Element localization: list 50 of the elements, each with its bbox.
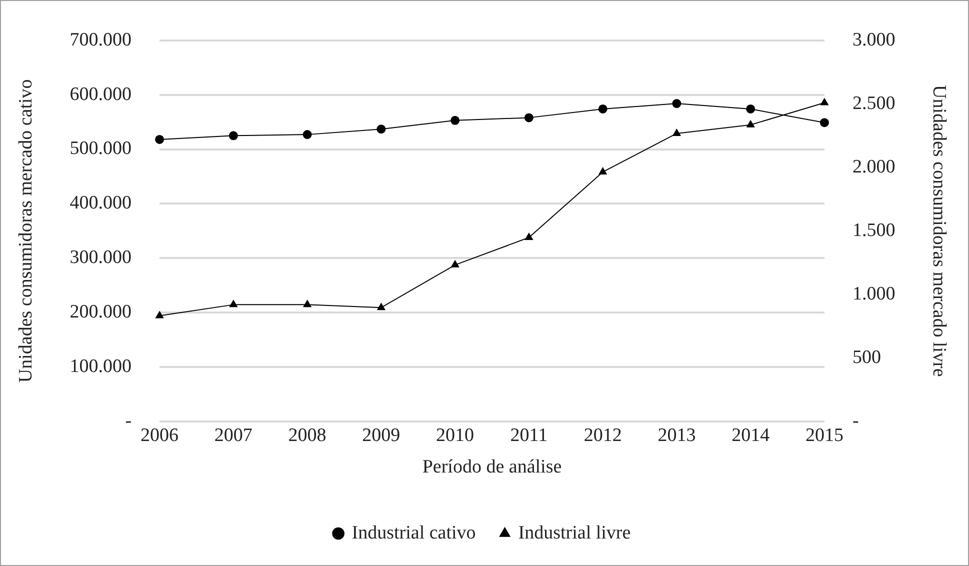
legend-label: Industrial cativo (352, 522, 476, 544)
point (820, 98, 828, 106)
point (156, 311, 164, 318)
y-tick-label: 100.000 (70, 356, 132, 377)
point (155, 134, 164, 144)
x-tick-label: 2011 (510, 424, 548, 446)
x-axis-title: Período de análise (422, 456, 562, 478)
point (598, 167, 607, 174)
point (672, 128, 681, 136)
legend-label: Industrial livre (518, 522, 631, 544)
x-tick-label: 2006 (140, 424, 179, 446)
y-tick-label: 300.000 (70, 247, 132, 268)
point (524, 113, 534, 122)
y2-tick-label: 1.500 (852, 220, 896, 241)
point (451, 260, 460, 268)
point (229, 300, 238, 308)
y2-tick-label: - (852, 410, 859, 432)
x-tick-label: 2014 (732, 424, 770, 446)
point (672, 99, 682, 108)
y-tick-label: 200.000 (70, 302, 132, 323)
point (598, 104, 608, 114)
x-tick-label: 2015 (805, 424, 844, 446)
x-tick-label: 2010 (436, 424, 474, 446)
y2-tick-label: 2.000 (852, 156, 896, 178)
x-tick-label: 2013 (658, 424, 696, 446)
point (746, 104, 756, 114)
y2-tick-label: 500 (852, 346, 881, 368)
x-tick-label: 2009 (362, 424, 400, 446)
y-tick-label: 600.000 (70, 84, 132, 105)
point (302, 130, 312, 140)
point (377, 303, 386, 310)
y-tick-label: 400.000 (70, 192, 132, 214)
y2-tick-label: 3.000 (852, 29, 896, 50)
y2-tick-label: 1.000 (852, 283, 896, 304)
point (376, 124, 386, 134)
point (228, 131, 238, 140)
x-tick-label: 2008 (288, 424, 326, 446)
y-tick-label: - (125, 410, 132, 432)
x-tick-label: 2007 (214, 424, 252, 446)
point (746, 120, 755, 128)
point (524, 233, 533, 240)
y-axis-title: Unidades consumidoras mercado cativo (15, 79, 36, 383)
y2-axis-title: Unidades consumidoras mercado livre (928, 85, 950, 377)
x-tick-label: 2012 (584, 424, 622, 446)
point (450, 116, 460, 125)
y-tick-label: 700.000 (70, 29, 132, 50)
y2-tick-label: 2.500 (852, 92, 896, 114)
point (303, 300, 312, 308)
y-tick-label: 500.000 (70, 138, 132, 160)
point (820, 118, 829, 128)
